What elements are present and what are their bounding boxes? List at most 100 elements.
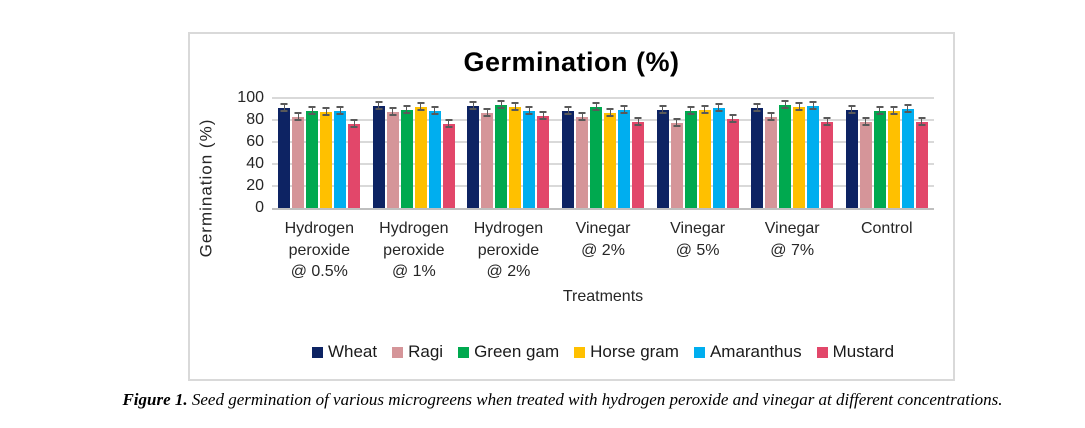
error-bar [539, 110, 547, 120]
error-bar [322, 107, 330, 117]
x-axis-category-label: Hydrogen peroxide @ 2% [473, 220, 544, 281]
x-axis-category-label: Control [860, 220, 913, 237]
legend-item-green-gam: Green gam [458, 342, 559, 362]
bar-wheat [467, 100, 480, 208]
error-bar [483, 108, 491, 118]
bar-wheat [751, 102, 764, 208]
error-bar [403, 105, 411, 115]
gridline [272, 141, 934, 143]
error-bar [848, 105, 856, 115]
bar-group [272, 98, 367, 208]
error-bar [823, 117, 831, 127]
error-bar [280, 102, 288, 112]
bar-group [367, 98, 462, 208]
error-bar [469, 100, 477, 110]
bar-green-gam [779, 99, 792, 208]
error-bar [375, 100, 383, 110]
legend-item-ragi: Ragi [392, 342, 443, 362]
bar-group [745, 98, 840, 208]
bar-horse-gram [698, 105, 711, 208]
y-axis-label-wrap: Germination (%) [196, 103, 216, 273]
error-bar [673, 118, 681, 128]
bar-mustard [442, 119, 455, 208]
y-axis-tick-label: 20 [246, 177, 264, 194]
bar-green-gam [684, 106, 697, 208]
gridline [272, 185, 934, 187]
plot-area: 0 20 40 60 80 100 Germination (%) [196, 89, 934, 257]
gridline [272, 163, 934, 165]
legend-label: Amaranthus [709, 342, 802, 361]
legend-swatch [693, 346, 705, 358]
bar-wheat [656, 105, 669, 208]
bar-ragi [670, 118, 683, 208]
x-axis-title: Treatments [562, 288, 644, 305]
y-axis-tick-label: 60 [246, 133, 264, 150]
legend-swatch [458, 346, 470, 358]
y-axis-ticks: 0 20 40 60 80 100 [214, 89, 264, 216]
error-bar [564, 106, 572, 116]
error-bar [795, 101, 803, 111]
y-axis-tick-label: 100 [237, 89, 264, 106]
bar-mustard [726, 113, 739, 208]
error-bar [350, 119, 358, 129]
error-bar [497, 99, 505, 109]
figure-caption-text: Seed germination of various microgreens … [187, 390, 1003, 409]
bar-mustard [537, 110, 550, 208]
legend-swatch [392, 346, 404, 358]
legend-item-wheat: Wheat [311, 342, 378, 362]
bar-group [556, 98, 651, 208]
error-bar [753, 102, 761, 112]
bar-ragi [481, 108, 494, 208]
legend-swatch [574, 346, 586, 358]
bar-ragi [765, 111, 778, 208]
chart-title: Germination (%) [463, 47, 680, 77]
bar-group [461, 98, 556, 208]
error-bar [729, 113, 737, 123]
bar-amaranthus [901, 104, 914, 208]
error-bar [659, 105, 667, 115]
error-bar [606, 108, 614, 118]
bar-wheat [562, 106, 575, 208]
bar-green-gam [873, 106, 886, 208]
y-axis-tick-label: 40 [246, 155, 264, 172]
bar-horse-gram [793, 101, 806, 208]
error-bar [445, 119, 453, 129]
legend-label: Mustard [832, 342, 895, 361]
bar-green-gam [495, 99, 508, 208]
error-bar [876, 106, 884, 116]
bar-wheat [278, 102, 291, 208]
legend-item-mustard: Mustard [816, 342, 895, 362]
x-axis-category-label: Hydrogen peroxide @ 0.5% [284, 220, 354, 281]
bar-amaranthus [712, 102, 725, 208]
error-bar [389, 107, 397, 117]
error-bar [715, 102, 723, 112]
legend-label: Green gam [474, 342, 560, 361]
error-bar [918, 117, 926, 127]
bar-horse-gram [887, 106, 900, 208]
bar-mustard [821, 117, 834, 208]
bar-mustard [915, 117, 928, 208]
error-bar [308, 106, 316, 116]
bar-amaranthus [807, 100, 820, 208]
bar-horse-gram [320, 107, 333, 208]
legend-label: Wheat [327, 342, 378, 361]
error-bar [809, 100, 817, 110]
error-bar [417, 101, 425, 111]
error-bar [781, 99, 789, 109]
x-axis-category-label: Vinegar @ 5% [670, 220, 726, 259]
legend-swatch [311, 346, 323, 358]
error-bar [890, 106, 898, 116]
bar-horse-gram [604, 108, 617, 208]
error-bar [294, 111, 302, 121]
bar-group [650, 98, 745, 208]
figure-caption: Figure 1. Seed germination of various mi… [0, 390, 1085, 410]
bar-amaranthus [523, 106, 536, 208]
figure-caption-label: Figure 1. [122, 390, 188, 409]
legend-item-horse-gram: Horse gram [574, 342, 679, 362]
error-bar [578, 111, 586, 121]
legend-swatch [816, 346, 828, 358]
bar-green-gam [400, 105, 413, 208]
bar-green-gam [590, 101, 603, 208]
bar-amaranthus [334, 106, 347, 208]
bar-ragi [576, 111, 589, 208]
